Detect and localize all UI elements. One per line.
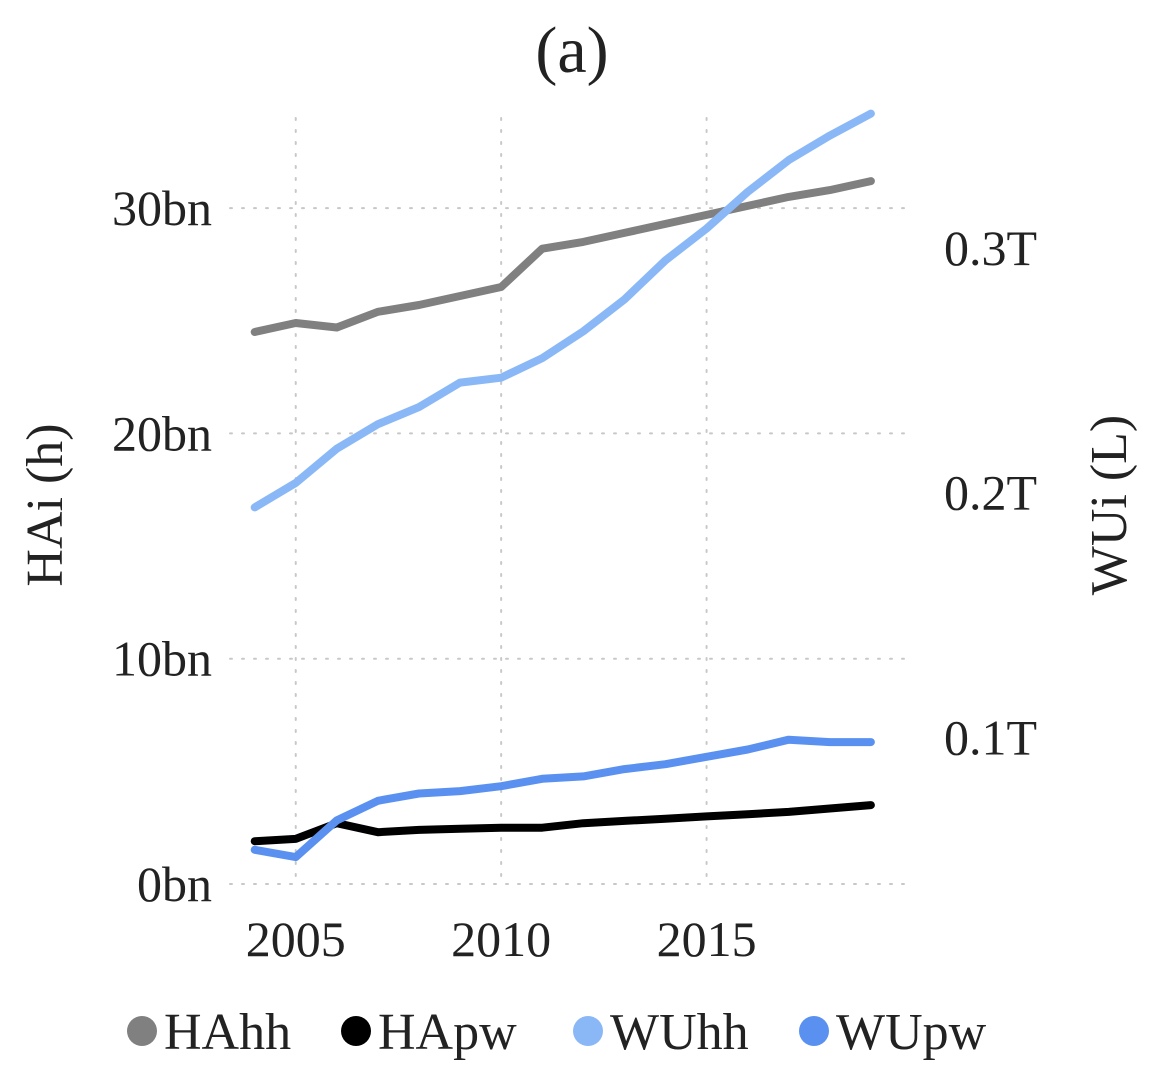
legend-label-wupw: WUpw (836, 1004, 987, 1061)
legend-marker-hahh (127, 1016, 157, 1046)
tick-labels: 0bn 10bn 20bn 30bn 2005 2010 2015 0.1T 0.2T 0.3T (112, 180, 1037, 967)
y2-tick-label-0: 0.1T (944, 709, 1037, 765)
chart-title: (a) (535, 14, 608, 87)
legend-marker-wupw (799, 1016, 829, 1046)
series-line-wuhh (250, 109, 875, 512)
series-lines (250, 109, 875, 862)
series-line-wupw (250, 735, 875, 862)
series-line-hahh (250, 177, 875, 336)
x-tick-label-0: 2005 (246, 911, 346, 967)
y2-tick-label-1: 0.2T (944, 465, 1037, 521)
legend-marker-wuhh (573, 1016, 603, 1046)
y-tick-label-1: 10bn (112, 631, 212, 687)
series-line-hapw (250, 801, 875, 846)
x-tick-label-1: 2010 (451, 911, 551, 967)
y-tick-label-3: 30bn (112, 180, 212, 236)
x-tick-label-2: 2015 (657, 911, 757, 967)
y2-tick-label-2: 0.3T (944, 220, 1037, 276)
y-axis-label: HAi (h) (17, 423, 74, 586)
legend-marker-hapw (341, 1016, 371, 1046)
y-tick-label-0: 0bn (137, 856, 212, 912)
legend-label-hahh: HAhh (164, 1004, 291, 1061)
legend-label-wuhh: WUhh (610, 1004, 749, 1061)
legend-label-hapw: HApw (378, 1004, 517, 1061)
legend: HAhh HApw WUhh WUpw (127, 1004, 987, 1061)
grid-lines (229, 117, 913, 885)
y2-axis-label: WUi (L) (1081, 415, 1138, 595)
y-tick-label-2: 20bn (112, 405, 212, 461)
